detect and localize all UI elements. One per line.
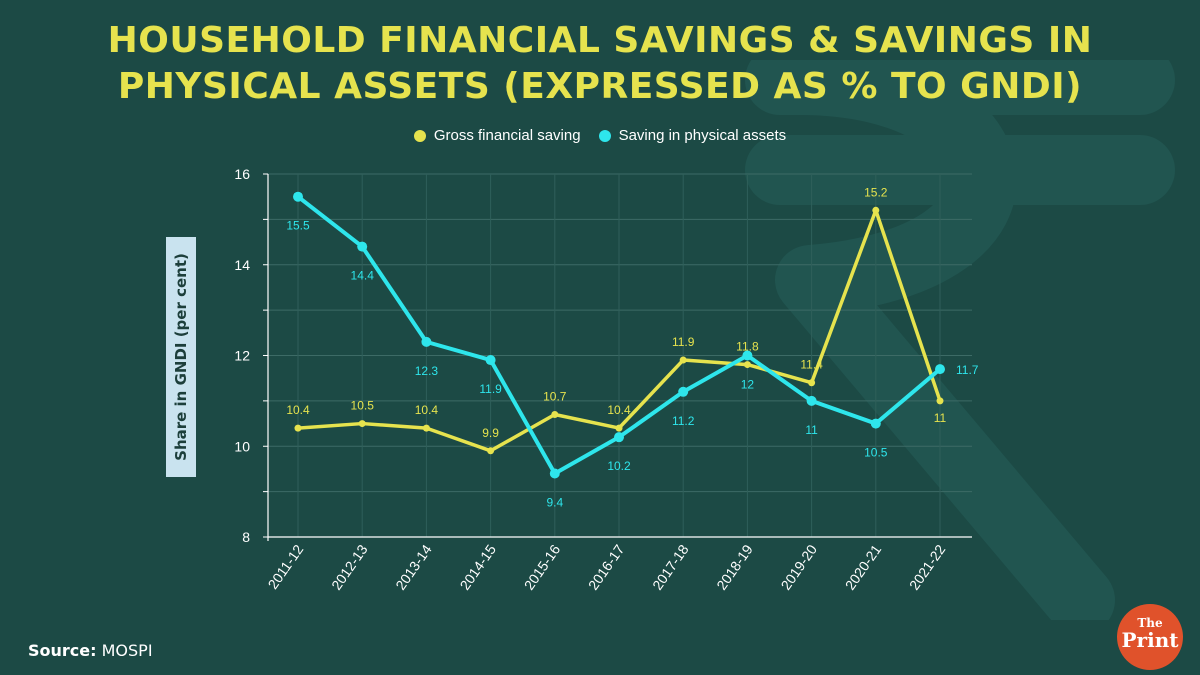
data-label-saving-physical-assets: 11 (805, 423, 818, 437)
data-point-gross-financial-saving (551, 410, 559, 418)
source-note: Source: MOSPI (28, 641, 153, 660)
x-tick-label: 2012-13 (328, 541, 371, 592)
data-point-gross-financial-saving (615, 424, 623, 432)
data-label-gross-financial-saving: 9.9 (482, 426, 499, 440)
data-label-saving-physical-assets: 12.3 (415, 364, 439, 378)
x-tick-label: 2016-17 (585, 541, 628, 592)
data-label-saving-physical-assets: 15.5 (286, 219, 310, 233)
data-point-gross-financial-saving (743, 361, 751, 369)
x-tick-label: 2011-12 (264, 541, 306, 592)
data-point-saving-physical-assets (549, 468, 560, 479)
y-tick-label: 16 (234, 166, 250, 182)
data-label-saving-physical-assets: 12 (741, 378, 755, 392)
data-label-gross-financial-saving: 10.7 (543, 389, 567, 403)
x-tick-label: 2020-21 (842, 541, 885, 592)
data-point-gross-financial-saving (936, 397, 944, 405)
data-label-gross-financial-saving: 11 (934, 411, 947, 425)
data-point-gross-financial-saving (422, 424, 430, 432)
data-label-gross-financial-saving: 11.8 (736, 340, 759, 354)
y-tick-label: 12 (234, 348, 250, 364)
data-label-gross-financial-saving: 10.4 (607, 403, 631, 417)
data-point-gross-financial-saving (294, 424, 302, 432)
data-point-saving-physical-assets (935, 364, 945, 375)
logo-text-print: Print (1121, 628, 1179, 652)
data-point-saving-physical-assets (485, 355, 496, 366)
y-tick-label: 8 (242, 529, 250, 545)
data-point-gross-financial-saving (487, 447, 495, 455)
x-tick-label: 2017-18 (649, 541, 692, 592)
legend-item-saving-physical-assets: Saving in physical assets (598, 127, 787, 144)
y-tick-label: 14 (234, 257, 250, 273)
legend-label-gross-financial-saving: Gross financial saving (433, 127, 581, 144)
chart-legend: Gross financial saving Saving in physica… (0, 127, 1200, 144)
data-label-saving-physical-assets: 11.9 (479, 382, 502, 396)
data-point-saving-physical-assets (293, 191, 303, 202)
legend-item-gross-financial-saving: Gross financial saving (413, 127, 581, 144)
chart-title-line-1: HOUSEHOLD FINANCIAL SAVINGS & SAVINGS IN (107, 20, 1093, 61)
y-axis-label-box: Share in GNDI (per cent) (166, 237, 196, 477)
chart-title: HOUSEHOLD FINANCIAL SAVINGS & SAVINGS IN… (0, 18, 1200, 110)
data-label-saving-physical-assets: 14.4 (351, 269, 375, 283)
theprint-logo: The Print (1117, 604, 1183, 670)
data-label-gross-financial-saving: 10.4 (415, 403, 439, 417)
x-tick-label: 2013-14 (392, 541, 435, 592)
data-point-gross-financial-saving (808, 379, 816, 387)
source-label: Source: (28, 641, 97, 660)
data-label-saving-physical-assets: 10.5 (864, 446, 888, 460)
x-tick-label: 2018-19 (713, 541, 756, 592)
data-point-gross-financial-saving (358, 420, 366, 428)
chart-title-line-2: PHYSICAL ASSETS (EXPRESSED AS % TO GNDI) (117, 66, 1083, 107)
data-label-saving-physical-assets: 11.7 (956, 363, 979, 377)
data-point-saving-physical-assets (421, 336, 432, 347)
data-label-gross-financial-saving: 15.2 (864, 185, 888, 199)
data-label-gross-financial-saving: 11.9 (672, 335, 695, 349)
data-point-saving-physical-assets (806, 395, 817, 406)
data-label-saving-physical-assets: 11.2 (672, 414, 695, 428)
data-label-gross-financial-saving: 10.4 (286, 403, 310, 417)
x-tick-label: 2015-16 (521, 541, 564, 592)
legend-dot-gross-financial-saving (413, 129, 426, 142)
data-label-gross-financial-saving: 11.4 (800, 358, 823, 372)
x-tick-label: 2014-15 (456, 541, 499, 592)
legend-label-saving-physical-assets: Saving in physical assets (618, 127, 787, 144)
data-point-saving-physical-assets (357, 241, 368, 252)
x-tick-label: 2019-20 (777, 541, 820, 592)
data-point-saving-physical-assets (870, 418, 881, 429)
source-value: MOSPI (101, 641, 153, 660)
data-label-saving-physical-assets: 9.4 (546, 495, 563, 509)
data-label-gross-financial-saving: 10.5 (351, 399, 375, 413)
y-tick-label: 10 (234, 438, 250, 454)
logo-text-the: The (1137, 616, 1163, 630)
data-point-saving-physical-assets (678, 386, 689, 397)
data-point-gross-financial-saving (872, 206, 880, 214)
data-point-saving-physical-assets (742, 350, 753, 361)
data-point-saving-physical-assets (614, 432, 624, 443)
data-label-saving-physical-assets: 10.2 (607, 459, 631, 473)
x-tick-label: 2021-22 (906, 541, 949, 592)
data-point-gross-financial-saving (679, 356, 687, 364)
legend-dot-saving-physical-assets (598, 129, 611, 142)
